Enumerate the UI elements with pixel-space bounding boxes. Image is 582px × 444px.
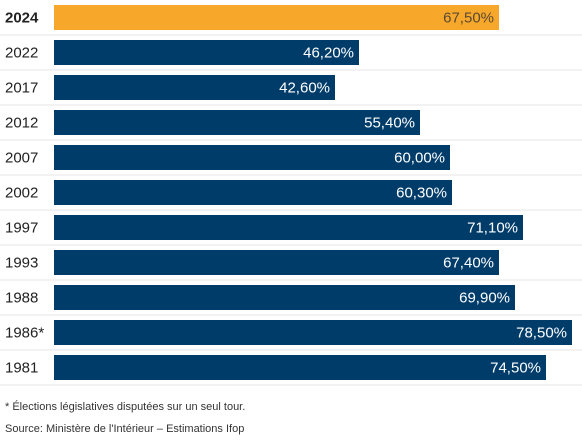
category-label: 1986* xyxy=(5,325,44,342)
value-label: 69,90% xyxy=(459,290,510,307)
category-label: 1997 xyxy=(5,220,38,237)
category-label: 2017 xyxy=(5,80,38,97)
bar-2017 xyxy=(54,75,335,100)
value-label: 67,40% xyxy=(443,255,494,272)
category-label: 1993 xyxy=(5,255,38,272)
value-label: 67,50% xyxy=(443,10,494,27)
value-label: 60,30% xyxy=(396,185,447,202)
value-label: 42,60% xyxy=(279,80,330,97)
bar-2012 xyxy=(54,110,420,135)
value-label: 74,50% xyxy=(490,360,541,377)
bar-2024 xyxy=(54,5,499,30)
bar-1993 xyxy=(54,250,499,275)
category-label: 1981 xyxy=(5,360,38,377)
bar-1981 xyxy=(54,355,546,380)
value-label: 78,50% xyxy=(516,325,567,342)
category-label: 2002 xyxy=(5,185,38,202)
bar-1986 xyxy=(54,320,572,345)
value-label: 60,00% xyxy=(394,150,445,167)
source-note: Source: Ministère de l'Intérieur – Estim… xyxy=(5,423,245,435)
category-label: 1988 xyxy=(5,290,38,307)
category-label: 2012 xyxy=(5,115,38,132)
bar-1997 xyxy=(54,215,523,240)
category-label: 2007 xyxy=(5,150,38,167)
value-label: 46,20% xyxy=(303,45,354,62)
bar-2007 xyxy=(54,145,450,170)
category-label: 2024 xyxy=(5,10,39,27)
category-label: 2022 xyxy=(5,45,38,62)
footnote: * Élections législatives disputées sur u… xyxy=(5,401,246,413)
value-label: 55,40% xyxy=(364,115,415,132)
value-label: 71,10% xyxy=(467,220,518,237)
bar-1988 xyxy=(54,285,515,310)
bar-2022 xyxy=(54,40,359,65)
bar-2002 xyxy=(54,180,452,205)
bar-chart: 2024 67,50% 2022 46,20% 2017 42,60% 2012 55,40%… xyxy=(0,5,582,386)
chart-notes: * Élections législatives disputées sur u… xyxy=(5,400,245,444)
